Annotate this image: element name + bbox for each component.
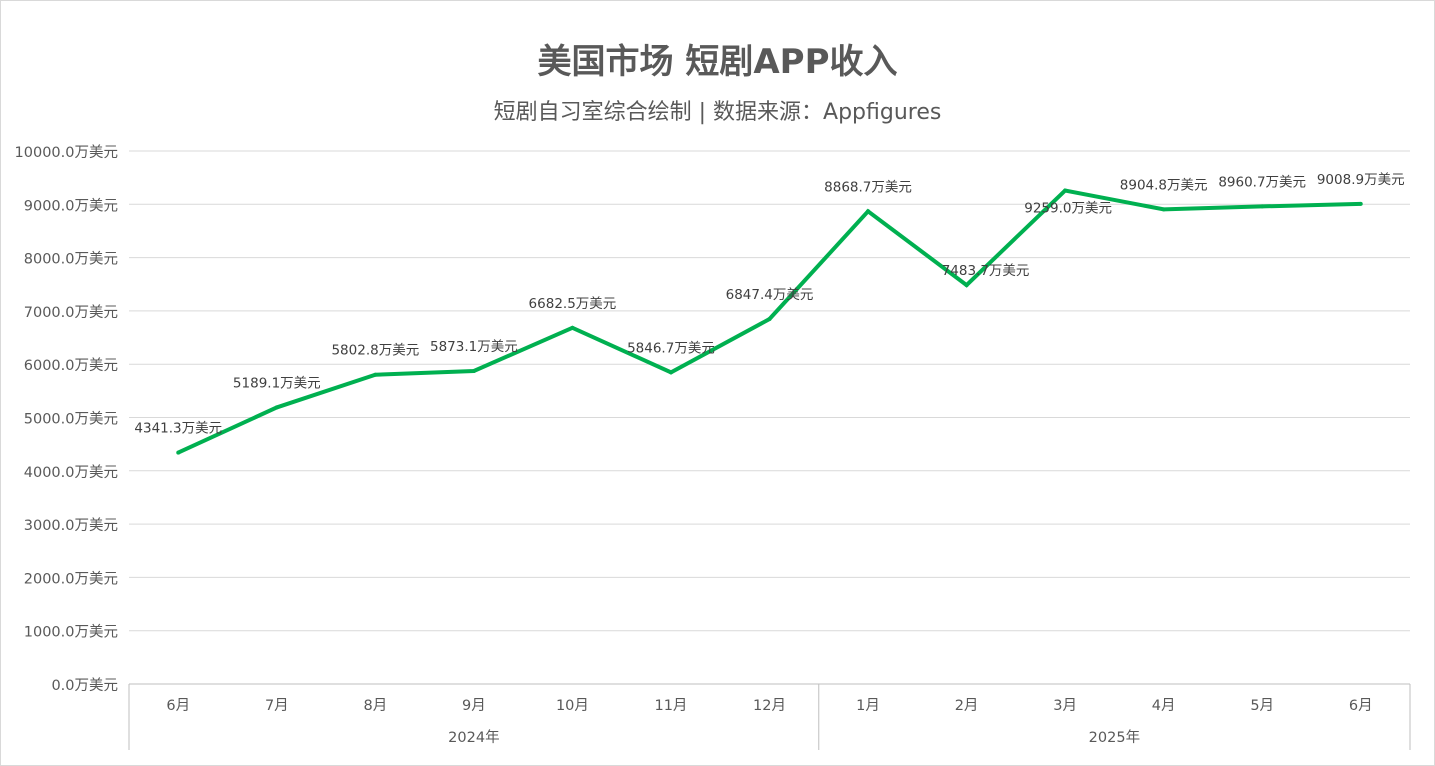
x-tick-label: 8月 <box>363 698 387 714</box>
y-tick-label: 7000.0万美元 <box>24 304 118 321</box>
data-point <box>1358 201 1363 206</box>
x-tick-label: 1月 <box>856 698 880 714</box>
x-tick-label: 10月 <box>556 698 589 714</box>
data-point <box>1260 204 1265 209</box>
y-tick-label: 0.0万美元 <box>51 677 118 694</box>
x-tick-label: 7月 <box>265 698 289 714</box>
data-label: 9008.9万美元 <box>1317 172 1405 188</box>
data-label: 8960.7万美元 <box>1218 174 1306 190</box>
y-tick-label: 5000.0万美元 <box>24 411 118 428</box>
data-point <box>274 405 279 410</box>
chart-subtitle: 短剧自习室综合绘制 | 数据来源：Appfigures <box>493 100 942 125</box>
data-point <box>1161 207 1166 212</box>
x-tick-label: 12月 <box>753 698 786 714</box>
data-label: 6682.5万美元 <box>529 296 617 312</box>
y-tick-label: 2000.0万美元 <box>24 570 118 587</box>
y-tick-label: 10000.0万美元 <box>15 144 118 161</box>
data-point <box>373 372 378 377</box>
chart-title: 美国市场 短剧APP收入 <box>537 42 898 82</box>
data-point <box>570 325 575 330</box>
data-point <box>866 209 871 214</box>
x-tick-label: 2月 <box>955 698 979 714</box>
y-tick-label: 1000.0万美元 <box>24 624 118 641</box>
data-point <box>668 370 673 375</box>
series-line <box>177 188 1361 455</box>
data-label: 5846.7万美元 <box>627 340 715 356</box>
x-tick-label: 11月 <box>654 698 687 714</box>
x-group-label: 2024年 <box>448 729 499 746</box>
data-label: 4341.3万美元 <box>134 421 222 437</box>
x-tick-label: 9月 <box>462 698 486 714</box>
x-group-label: 2025年 <box>1089 729 1140 746</box>
x-tick-label: 3月 <box>1053 698 1077 714</box>
y-tick-label: 6000.0万美元 <box>24 357 118 374</box>
data-point <box>964 283 969 288</box>
data-label: 5802.8万美元 <box>331 343 419 359</box>
x-tick-label: 5月 <box>1250 698 1274 714</box>
data-label: 5189.1万美元 <box>233 375 321 391</box>
x-tick-label: 4月 <box>1152 698 1176 714</box>
data-label: 5873.1万美元 <box>430 339 518 355</box>
x-tick-label: 6月 <box>166 698 190 714</box>
data-point <box>1063 188 1068 193</box>
y-tick-label: 4000.0万美元 <box>24 464 118 481</box>
data-label: 9259.0万美元 <box>1024 200 1112 216</box>
data-label: 6847.4万美元 <box>726 287 814 303</box>
data-label: 7483.7万美元 <box>942 263 1030 279</box>
x-tick-label: 6月 <box>1349 698 1373 714</box>
y-tick-label: 9000.0万美元 <box>24 197 118 214</box>
data-point <box>176 450 181 455</box>
data-point <box>767 317 772 322</box>
y-tick-label: 3000.0万美元 <box>24 517 118 534</box>
data-point <box>471 368 476 373</box>
data-label: 8904.8万美元 <box>1120 177 1208 193</box>
y-tick-label: 8000.0万美元 <box>24 251 118 268</box>
data-label: 8868.7万美元 <box>824 179 912 195</box>
